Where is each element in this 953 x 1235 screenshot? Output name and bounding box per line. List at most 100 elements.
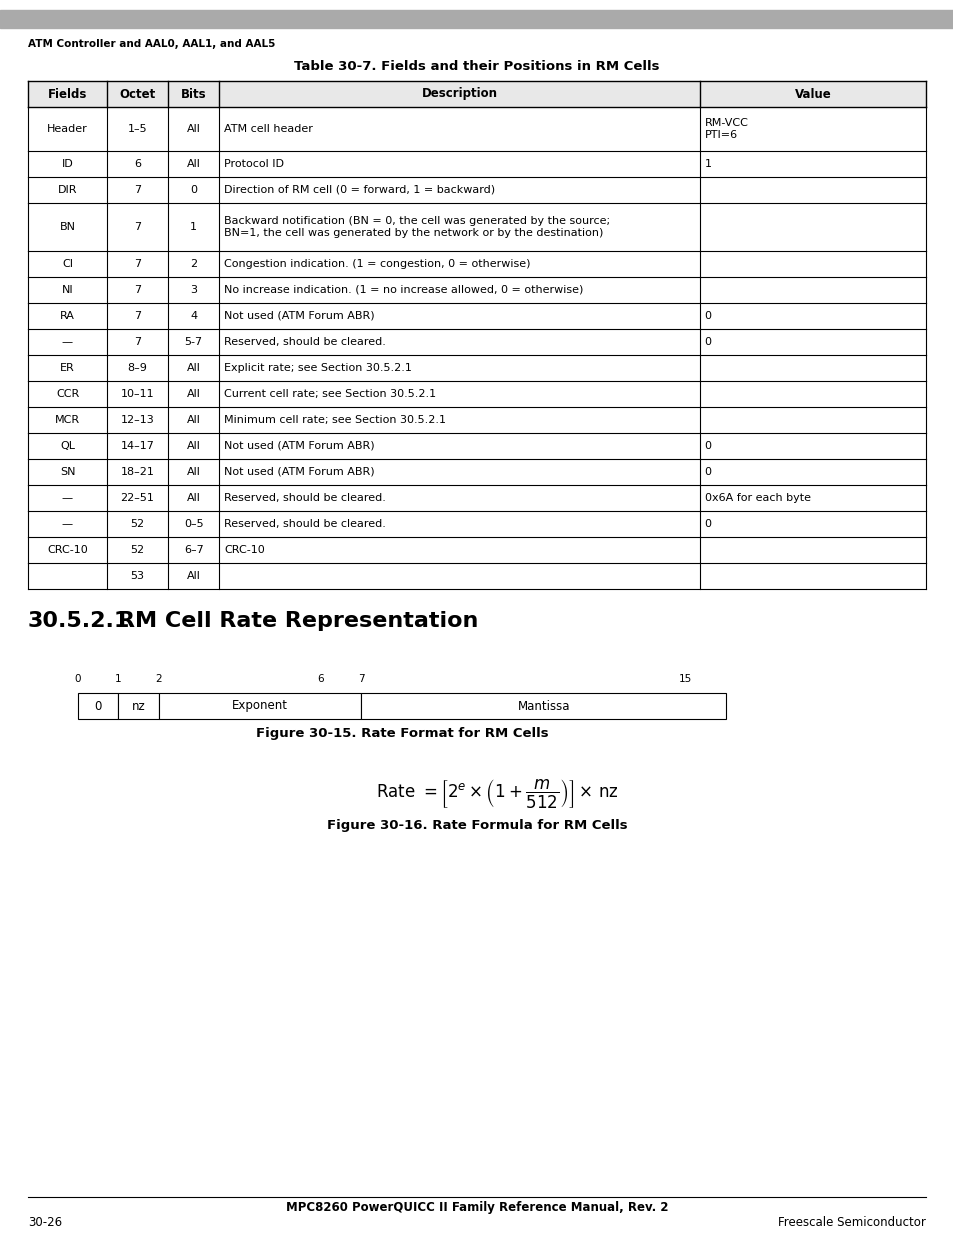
Text: 53: 53 bbox=[131, 571, 145, 580]
Text: CRC-10: CRC-10 bbox=[47, 545, 88, 555]
Text: 0: 0 bbox=[704, 467, 711, 477]
Bar bbox=[28, 251, 925, 277]
Text: All: All bbox=[187, 571, 200, 580]
Text: 4: 4 bbox=[190, 311, 197, 321]
Text: —: — bbox=[62, 519, 73, 529]
Bar bbox=[28, 151, 925, 177]
Bar bbox=[28, 433, 925, 459]
Text: Exponent: Exponent bbox=[232, 699, 288, 713]
Text: All: All bbox=[187, 124, 200, 135]
Text: 15: 15 bbox=[679, 674, 691, 684]
Text: Direction of RM cell (0 = forward, 1 = backward): Direction of RM cell (0 = forward, 1 = b… bbox=[224, 185, 495, 195]
Bar bbox=[0, 10, 953, 28]
Text: Not used (ATM Forum ABR): Not used (ATM Forum ABR) bbox=[224, 467, 375, 477]
Text: —: — bbox=[62, 337, 73, 347]
Text: All: All bbox=[187, 467, 200, 477]
Text: RM Cell Rate Representation: RM Cell Rate Representation bbox=[118, 611, 477, 631]
Bar bbox=[28, 485, 925, 511]
Text: ATM cell header: ATM cell header bbox=[224, 124, 313, 135]
Text: Rate $= \left[2^e \times \left(1+\dfrac{m}{512}\right)\right]\times\,\mathrm{nz}: Rate $= \left[2^e \times \left(1+\dfrac{… bbox=[375, 777, 618, 809]
Bar bbox=[28, 408, 925, 433]
Text: BN: BN bbox=[59, 222, 75, 232]
Bar bbox=[159, 693, 361, 719]
Bar bbox=[28, 82, 925, 107]
Text: ATM Controller and AAL0, AAL1, and AAL5: ATM Controller and AAL0, AAL1, and AAL5 bbox=[28, 40, 275, 49]
Bar bbox=[28, 303, 925, 329]
Bar bbox=[28, 354, 925, 382]
Text: CCR: CCR bbox=[56, 389, 79, 399]
Text: Octet: Octet bbox=[119, 88, 155, 100]
Text: BN=1, the cell was generated by the network or by the destination): BN=1, the cell was generated by the netw… bbox=[224, 228, 603, 238]
Text: Not used (ATM Forum ABR): Not used (ATM Forum ABR) bbox=[224, 311, 375, 321]
Text: 0: 0 bbox=[704, 441, 711, 451]
Text: RM-VCC: RM-VCC bbox=[704, 117, 748, 127]
Bar bbox=[361, 693, 725, 719]
Text: Reserved, should be cleared.: Reserved, should be cleared. bbox=[224, 337, 386, 347]
Text: SN: SN bbox=[60, 467, 75, 477]
Text: Bits: Bits bbox=[181, 88, 206, 100]
Text: Minimum cell rate; see Section 30.5.2.1: Minimum cell rate; see Section 30.5.2.1 bbox=[224, 415, 446, 425]
Bar bbox=[28, 459, 925, 485]
Text: 7: 7 bbox=[133, 285, 141, 295]
Text: 0: 0 bbox=[704, 337, 711, 347]
Text: 10–11: 10–11 bbox=[121, 389, 154, 399]
Text: All: All bbox=[187, 415, 200, 425]
Text: ER: ER bbox=[60, 363, 74, 373]
Text: Figure 30-15. Rate Format for RM Cells: Figure 30-15. Rate Format for RM Cells bbox=[255, 726, 548, 740]
Text: Reserved, should be cleared.: Reserved, should be cleared. bbox=[224, 519, 386, 529]
Text: 0: 0 bbox=[704, 311, 711, 321]
Bar bbox=[28, 537, 925, 563]
Text: All: All bbox=[187, 159, 200, 169]
Text: 7: 7 bbox=[357, 674, 364, 684]
Bar bbox=[28, 563, 925, 589]
Text: Description: Description bbox=[421, 88, 497, 100]
Text: CRC-10: CRC-10 bbox=[224, 545, 265, 555]
Text: Fields: Fields bbox=[48, 88, 87, 100]
Text: 1: 1 bbox=[704, 159, 711, 169]
Text: 18–21: 18–21 bbox=[120, 467, 154, 477]
Text: 30.5.2.1: 30.5.2.1 bbox=[28, 611, 131, 631]
Text: Explicit rate; see Section 30.5.2.1: Explicit rate; see Section 30.5.2.1 bbox=[224, 363, 412, 373]
Text: 0: 0 bbox=[94, 699, 102, 713]
Text: 6–7: 6–7 bbox=[184, 545, 203, 555]
Text: 6: 6 bbox=[134, 159, 141, 169]
Text: 2: 2 bbox=[155, 674, 162, 684]
Text: 0x6A for each byte: 0x6A for each byte bbox=[704, 493, 810, 503]
Text: NI: NI bbox=[62, 285, 73, 295]
Text: Mantissa: Mantissa bbox=[517, 699, 569, 713]
Text: 7: 7 bbox=[133, 259, 141, 269]
Text: Value: Value bbox=[794, 88, 830, 100]
Text: 14–17: 14–17 bbox=[120, 441, 154, 451]
Bar bbox=[28, 107, 925, 151]
Text: MCR: MCR bbox=[55, 415, 80, 425]
Text: Protocol ID: Protocol ID bbox=[224, 159, 284, 169]
Bar bbox=[28, 277, 925, 303]
Text: CI: CI bbox=[62, 259, 73, 269]
Text: 6: 6 bbox=[317, 674, 324, 684]
Text: 7: 7 bbox=[133, 222, 141, 232]
Text: Figure 30-16. Rate Formula for RM Cells: Figure 30-16. Rate Formula for RM Cells bbox=[326, 819, 627, 831]
Text: 7: 7 bbox=[133, 185, 141, 195]
Text: 3: 3 bbox=[190, 285, 197, 295]
Text: 7: 7 bbox=[133, 337, 141, 347]
Text: Table 30-7. Fields and their Positions in RM Cells: Table 30-7. Fields and their Positions i… bbox=[294, 61, 659, 74]
Text: Reserved, should be cleared.: Reserved, should be cleared. bbox=[224, 493, 386, 503]
Text: QL: QL bbox=[60, 441, 75, 451]
Text: PTI=6: PTI=6 bbox=[704, 131, 737, 141]
Text: 1: 1 bbox=[190, 222, 197, 232]
Text: RA: RA bbox=[60, 311, 75, 321]
Text: 7: 7 bbox=[133, 311, 141, 321]
Text: 1: 1 bbox=[115, 674, 122, 684]
Text: 0–5: 0–5 bbox=[184, 519, 203, 529]
Bar bbox=[28, 382, 925, 408]
Bar bbox=[78, 693, 118, 719]
Text: nz: nz bbox=[132, 699, 146, 713]
Text: 2: 2 bbox=[190, 259, 197, 269]
Bar bbox=[118, 693, 159, 719]
Text: 30-26: 30-26 bbox=[28, 1216, 62, 1230]
Bar bbox=[28, 177, 925, 203]
Text: No increase indication. (1 = no increase allowed, 0 = otherwise): No increase indication. (1 = no increase… bbox=[224, 285, 583, 295]
Text: All: All bbox=[187, 363, 200, 373]
Bar bbox=[28, 203, 925, 251]
Text: DIR: DIR bbox=[58, 185, 77, 195]
